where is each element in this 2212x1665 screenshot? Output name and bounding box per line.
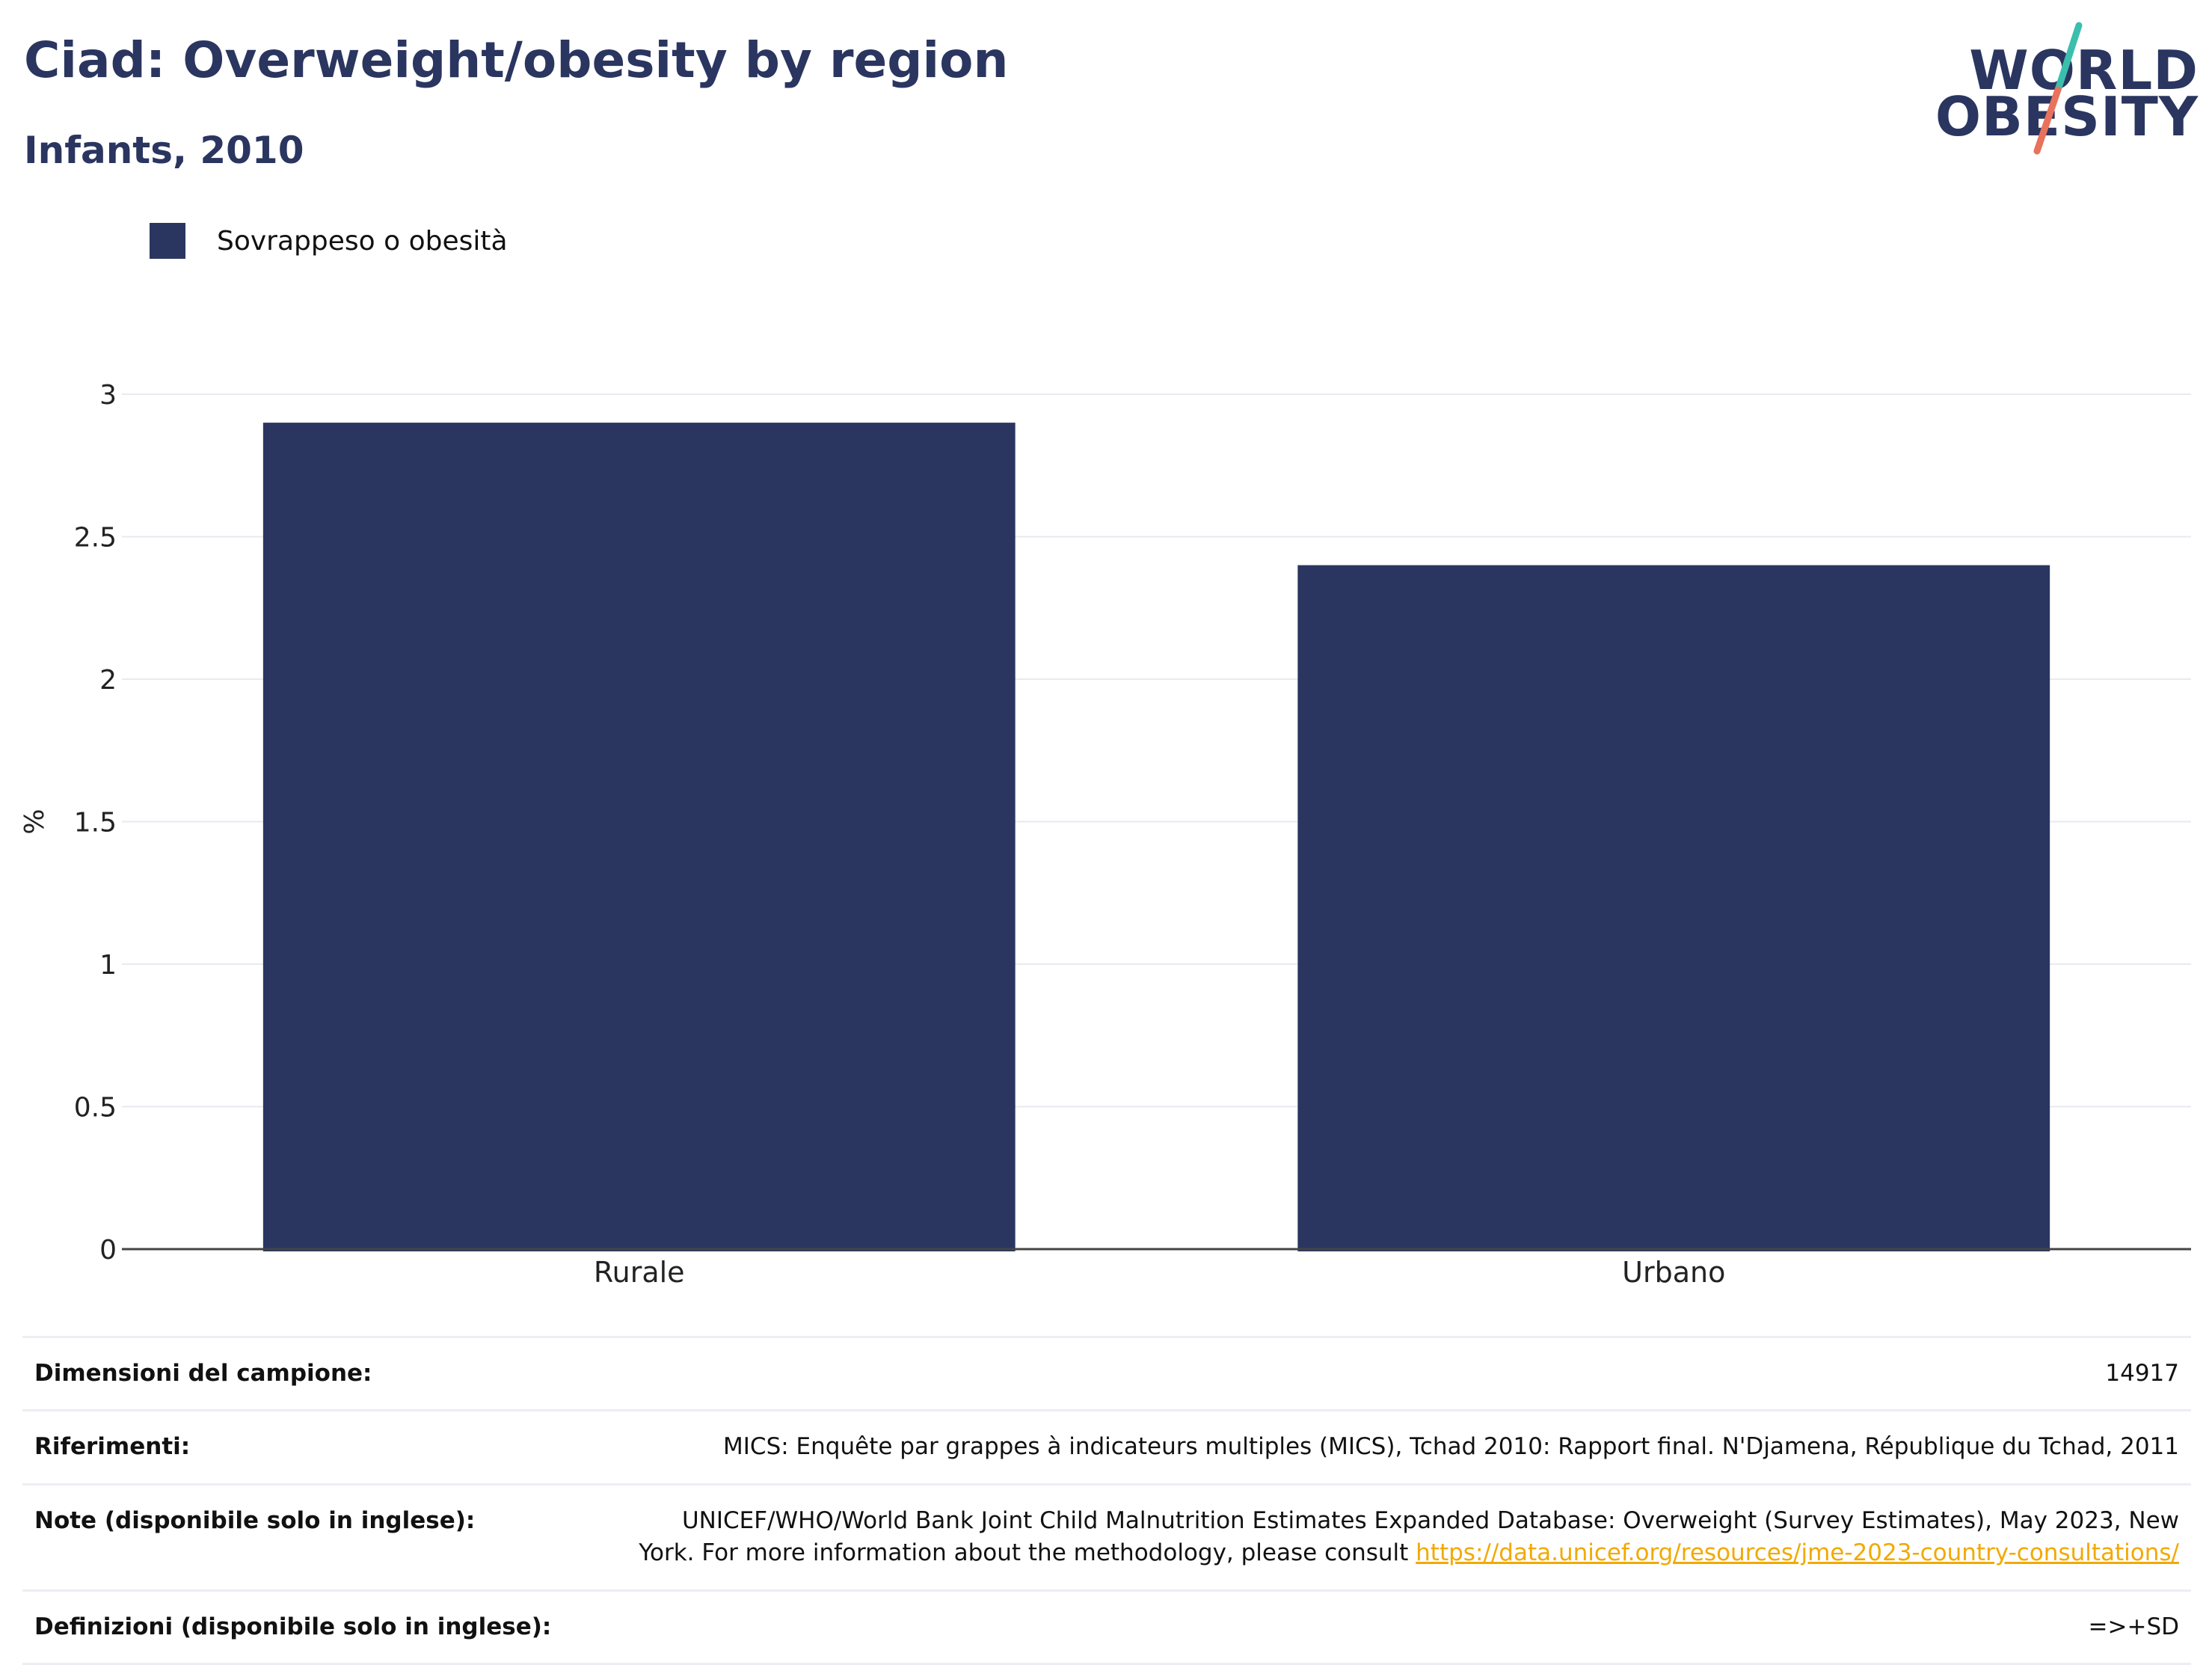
- notes-text: UNICEF/WHO/World Bank Joint Child Malnut…: [639, 1506, 2179, 1567]
- logo-line-1: WORLD: [1969, 39, 2199, 102]
- bar: [1297, 565, 2050, 1251]
- sample-size-value: 14917: [615, 1335, 2191, 1411]
- y-tick-label: 0: [99, 1235, 117, 1266]
- bar-chart: 0 0.5 1 1.5 2 2.5 3 Rurale Urbano%: [19, 380, 2191, 1289]
- y-tick-label: 2.5: [74, 523, 117, 554]
- y-tick-label: 2: [99, 665, 117, 696]
- notes-value: UNICEF/WHO/World Bank Joint Child Malnut…: [615, 1482, 2191, 1591]
- bar: [262, 423, 1016, 1251]
- y-tick-label: 1: [99, 950, 117, 981]
- info-row-sample: Dimensioni del campione: 14917: [22, 1335, 2191, 1411]
- x-tick-label: Rurale: [594, 1256, 685, 1289]
- definitions-label: Definizioni (disponibile solo in inglese…: [22, 1589, 615, 1665]
- definitions-value: =>+SD: [615, 1589, 2191, 1665]
- info-row-notes: Note (disponibile solo in inglese): UNIC…: [22, 1482, 2191, 1591]
- notes-label: Note (disponibile solo in inglese):: [22, 1482, 615, 1591]
- x-tick-label: Urbano: [1622, 1256, 1725, 1289]
- legend-swatch: [150, 223, 185, 259]
- sample-size-label: Dimensioni del campione:: [22, 1335, 615, 1411]
- world-obesity-logo[interactable]: WORLD OBESITY: [1935, 21, 2206, 156]
- y-tick-label: 1.5: [74, 808, 117, 838]
- methodology-link[interactable]: https://data.unicef.org/resources/jme-20…: [1416, 1539, 2179, 1567]
- logo-line-2: OBESITY: [1935, 85, 2199, 148]
- references-label: Riferimenti:: [22, 1409, 615, 1485]
- logo-slash-icon: [2033, 22, 2083, 155]
- info-table: Dimensioni del campione: 14917 Riferimen…: [22, 1335, 2191, 1665]
- chart-legend[interactable]: Sovrappeso o obesità: [150, 223, 508, 259]
- chart-subtitle: Infants, 2010: [24, 129, 304, 172]
- y-axis-title: %: [19, 809, 50, 834]
- references-value: MICS: Enquête par grappes à indicateurs …: [615, 1409, 2191, 1485]
- info-row-definitions: Definizioni (disponibile solo in inglese…: [22, 1589, 2191, 1665]
- y-tick-label: 3: [99, 380, 117, 411]
- info-row-references: Riferimenti: MICS: Enquête par grappes à…: [22, 1409, 2191, 1485]
- chart-title: Ciad: Overweight/obesity by region: [24, 31, 1009, 89]
- y-tick-label: 0.5: [74, 1093, 117, 1123]
- legend-label: Sovrappeso o obesità: [217, 225, 508, 257]
